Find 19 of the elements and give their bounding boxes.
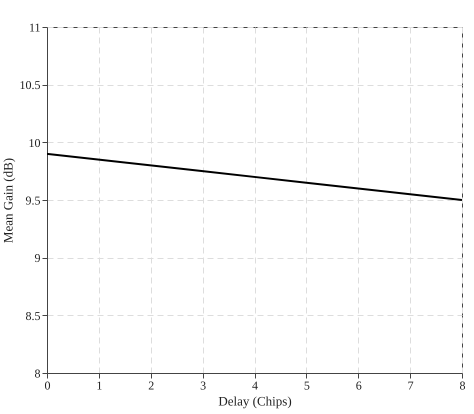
x-tick-label: 1: [96, 378, 102, 392]
y-tick-label: 8: [34, 366, 40, 380]
y-tick-label: 9: [34, 251, 40, 266]
x-tick-label: 8: [460, 378, 466, 392]
y-tick-label: 9.5: [26, 194, 40, 208]
x-tick-label: 7: [408, 378, 414, 392]
y-axis-title: Mean Gain (dB): [0, 158, 16, 244]
y-tick-label: 11: [28, 20, 40, 34]
x-axis-title: Delay (Chips): [218, 394, 292, 408]
x-tick-label: 4: [252, 378, 258, 392]
x-tick-label: 3: [200, 378, 206, 392]
y-tick-label: 10.5: [20, 78, 40, 92]
x-tick-label: 5: [304, 378, 310, 392]
y-tick-label: 10: [28, 136, 40, 150]
x-tick-label: 2: [148, 378, 154, 392]
y-tick-label: 8.5: [26, 308, 40, 323]
x-tick-label: 6: [356, 378, 362, 392]
line-series: [47, 152, 462, 201]
x-tick-label: 0: [44, 378, 50, 392]
